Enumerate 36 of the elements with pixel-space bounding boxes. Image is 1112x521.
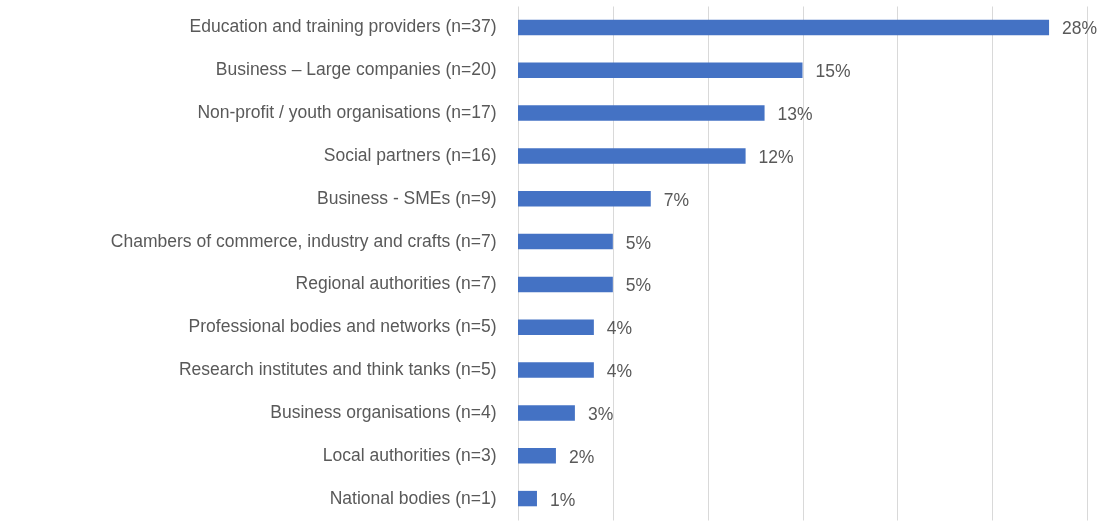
bar [518, 362, 594, 378]
bar [518, 448, 556, 464]
y-tick-label: Business organisations (n=4) [270, 401, 497, 422]
y-tick-label: Education and training providers (n=37) [189, 16, 497, 37]
y-tick-label: Professional bodies and networks (n=5) [188, 316, 497, 337]
data-label: 3% [587, 403, 614, 424]
bar [518, 105, 765, 121]
bar [518, 405, 575, 421]
bar [518, 490, 537, 507]
data-label: 7% [663, 189, 690, 210]
bar [518, 19, 1050, 36]
bar [518, 191, 651, 207]
data-label: 4% [606, 361, 633, 382]
data-label: 5% [625, 275, 652, 296]
y-tick-label: Chambers of commerce, industry and crafts (n=7) [110, 230, 497, 251]
bar [518, 148, 746, 164]
y-tick-label: Social partners (n=16) [323, 144, 497, 165]
y-tick-label: Business - SMEs (n=9) [317, 187, 497, 208]
y-tick-label: National bodies (n=1) [329, 487, 497, 508]
y-tick-label: Regional authorities (n=7) [295, 273, 497, 294]
y-tick-label: Business – Large companies (n=20) [215, 59, 497, 80]
y-tick-label: Non-profit / youth organisations (n=17) [197, 102, 497, 123]
data-label: 13% [777, 104, 813, 125]
bar [518, 319, 594, 335]
data-label: 1% [549, 489, 576, 510]
y-tick-label: Local authorities (n=3) [322, 444, 497, 465]
data-label: 12% [758, 146, 794, 167]
data-label: 2% [568, 446, 595, 467]
y-tick-label: Research institutes and think tanks (n=5) [178, 359, 497, 380]
bar [518, 233, 613, 250]
bar [518, 62, 803, 78]
data-label: 28% [1062, 18, 1098, 39]
data-label: 5% [625, 232, 652, 253]
data-label: 15% [815, 61, 851, 82]
data-label: 4% [606, 318, 633, 339]
bar [518, 276, 613, 293]
